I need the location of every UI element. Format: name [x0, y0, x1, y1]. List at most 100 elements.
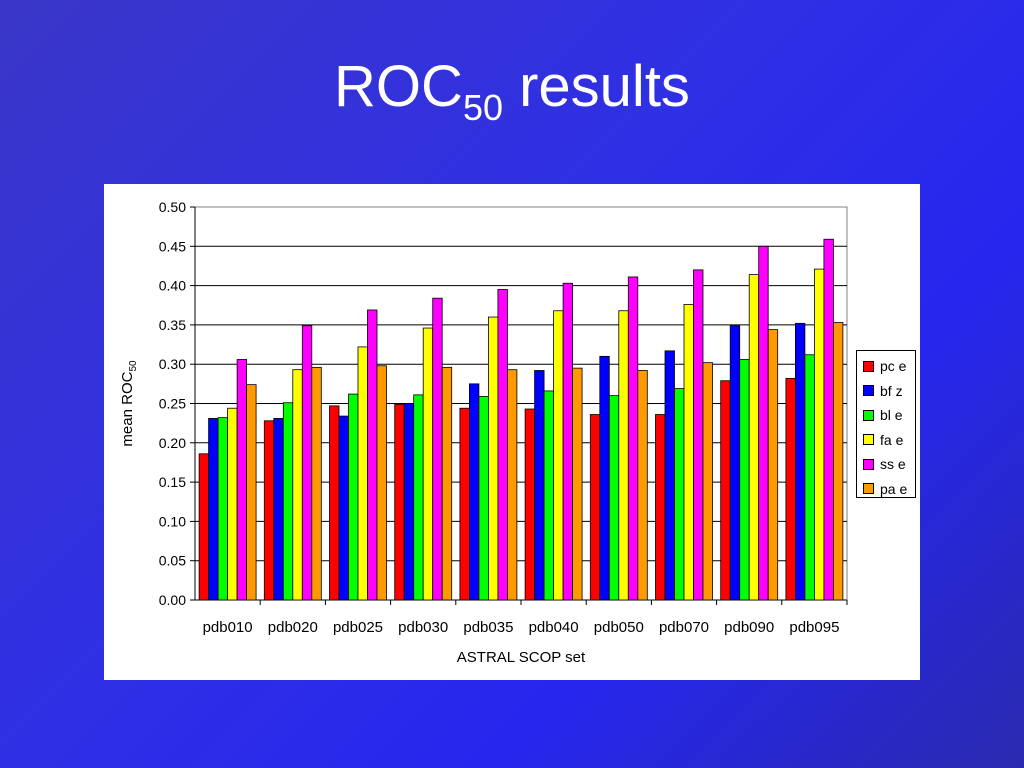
bar: [301, 325, 313, 601]
bar: [459, 407, 470, 601]
legend-item: ss e: [863, 455, 906, 473]
legend-label: bf z: [880, 382, 903, 399]
bar: [217, 417, 228, 601]
bar: [693, 269, 704, 601]
y-tick-label: 0.00: [159, 592, 186, 608]
title-rest: results: [502, 54, 690, 119]
bar: [422, 327, 434, 601]
bar: [553, 310, 564, 601]
bar: [748, 274, 760, 601]
bar: [497, 289, 508, 601]
bar: [702, 362, 713, 601]
y-tick-label: 0.40: [159, 278, 186, 294]
y-tick-label: 0.05: [159, 553, 186, 569]
bar: [403, 403, 415, 601]
bar: [785, 377, 796, 601]
bar: [804, 354, 815, 601]
bar: [795, 322, 806, 601]
bar: [655, 414, 666, 601]
bar: [282, 402, 294, 601]
bar: [348, 393, 359, 601]
x-tick-label: pdb070: [659, 619, 709, 636]
chart-legend: pc e bf z bl e fa e ss e pa e: [856, 350, 916, 498]
bar: [729, 325, 741, 601]
chart-panel: 0.00 0.05 0.10 0.15 0.20 0.25 0.30 0.35 0.40 0.45…: [104, 184, 920, 680]
x-tick-label: pdb030: [398, 619, 448, 636]
bar: [562, 282, 574, 601]
bar: [236, 359, 248, 601]
bar: [589, 414, 601, 601]
bar: [599, 355, 610, 601]
legend-item: bl e: [863, 406, 903, 424]
bar: [357, 346, 368, 601]
y-tick-label: 0.35: [159, 317, 186, 333]
bar: [432, 297, 443, 601]
x-tick-label: pdb035: [463, 619, 513, 636]
legend-item: fa e: [863, 431, 903, 449]
bar: [246, 384, 257, 601]
bar: [618, 310, 629, 601]
bar: [338, 415, 349, 601]
x-tick-label: pdb025: [333, 619, 383, 636]
legend-swatch: [863, 385, 874, 396]
y-tick-label: 0.20: [159, 435, 186, 451]
bar: [674, 388, 685, 601]
bar-chart: 0.00 0.05 0.10 0.15 0.20 0.25 0.30 0.35 0.40 0.45…: [119, 199, 848, 666]
bar: [543, 390, 555, 601]
y-tick-label: 0.10: [159, 513, 186, 529]
legend-swatch: [863, 434, 874, 445]
x-tick-label: pdb020: [268, 619, 318, 636]
legend-item: pc e: [863, 357, 906, 375]
legend-label: pc e: [880, 358, 907, 374]
title-subscript: 50: [462, 87, 503, 128]
y-tick-label: 0.45: [159, 238, 186, 254]
bar: [534, 370, 545, 601]
x-tick-label: pdb050: [594, 619, 644, 636]
y-axis-label: mean ROC50: [119, 360, 139, 447]
legend-item: bf z: [863, 382, 903, 400]
bar: [441, 366, 453, 601]
bar: [468, 383, 480, 601]
bar: [758, 245, 769, 601]
legend-item: pa e: [863, 480, 907, 498]
bar: [198, 453, 209, 601]
y-tick-label: 0.25: [159, 396, 186, 412]
bar: [208, 418, 219, 601]
y-tick-label: 0.50: [159, 199, 186, 215]
bar: [637, 370, 648, 601]
bar: [833, 322, 844, 601]
bar: [506, 369, 518, 601]
bar: [376, 365, 387, 601]
bar: [367, 309, 378, 601]
bar: [720, 380, 731, 601]
bar: [263, 420, 275, 601]
bar: [394, 403, 405, 601]
slide-title: ROC50 results: [0, 58, 1024, 126]
title-main: ROC: [334, 54, 463, 119]
bar: [572, 367, 583, 601]
x-tick-label: pdb090: [724, 619, 774, 636]
bar: [478, 396, 489, 601]
bar: [627, 276, 639, 601]
bar: [273, 418, 284, 601]
legend-swatch: [863, 458, 874, 470]
bar: [739, 359, 750, 601]
bar: [814, 268, 825, 601]
bar: [292, 369, 303, 601]
bar: [329, 405, 340, 601]
x-tick-label: pdb010: [203, 619, 253, 636]
y-tick-label: 0.15: [159, 474, 186, 490]
x-axis-label: ASTRAL SCOP set: [457, 649, 586, 666]
bar: [487, 316, 499, 601]
bar: [227, 407, 238, 601]
y-tick-label: 0.30: [159, 356, 186, 372]
bar: [664, 350, 675, 601]
bar: [413, 394, 424, 601]
y-axis-label-subscript: 50: [128, 360, 139, 372]
bar: [524, 408, 536, 601]
legend-swatch: [863, 360, 874, 372]
x-tick-label: pdb095: [789, 619, 839, 636]
bar: [311, 366, 322, 601]
bar: [823, 238, 834, 601]
bar: [683, 304, 694, 601]
